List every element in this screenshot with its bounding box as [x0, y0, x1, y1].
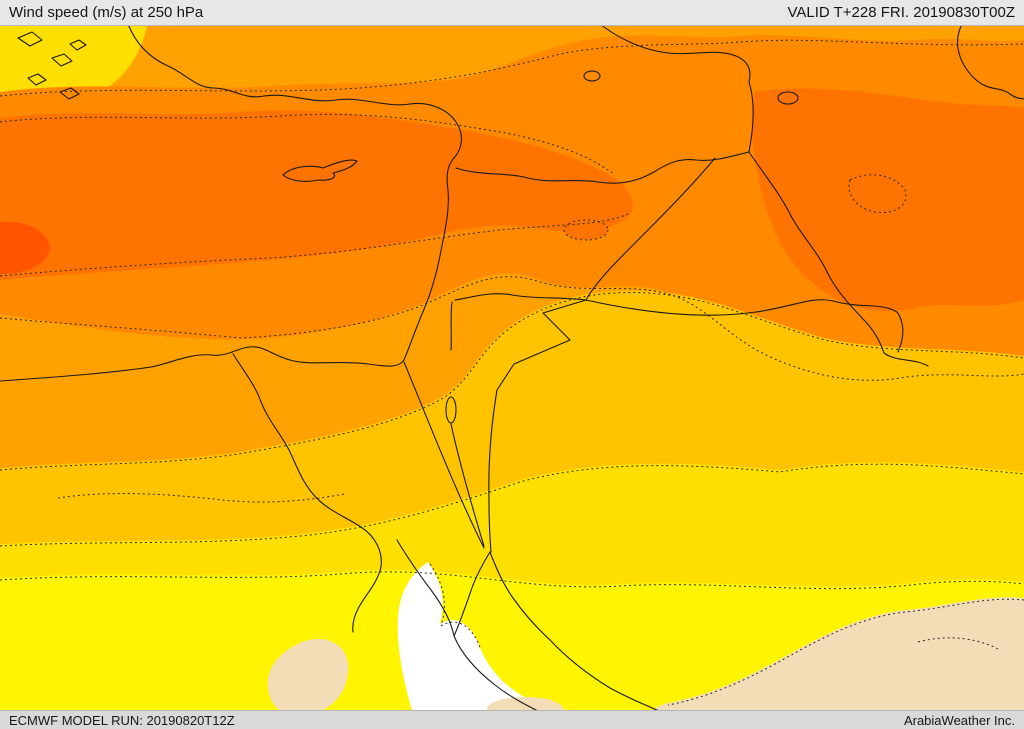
isotach-contour: [917, 637, 1001, 651]
band-deep-orange-syria-spot: [563, 219, 609, 241]
band-red-orange-max: [0, 221, 50, 274]
turkey-east-borders: [599, 23, 754, 153]
isotach-contour: [0, 292, 1024, 471]
aegean-islands: [17, 31, 87, 100]
band-wheat-southwest: [267, 638, 349, 716]
isotach-contours: [0, 39, 1024, 706]
isotach-contour: [0, 463, 1024, 547]
band-deep-orange-core-west: [0, 110, 634, 281]
caspian-coastline: [957, 23, 1024, 100]
isotach-contour: [0, 113, 629, 277]
isotach-contour: [429, 563, 482, 651]
israel-jordan-lines: [403, 301, 485, 549]
turkey-syria-border: [455, 151, 750, 184]
mediterranean-coastline: [0, 23, 462, 382]
band-deep-orange-core-east: [751, 88, 1024, 312]
jordan-saudi-border: [454, 293, 587, 553]
valid-time-label: VALID T+228 FRI. 20190830T00Z: [787, 4, 1016, 21]
lake-van-outline: [777, 91, 799, 105]
top-info-bar: Wind speed (m/s) at 250 hPa VALID T+228 …: [0, 0, 1024, 26]
model-run-label: ECMWF MODEL RUN: 20190820T12Z: [9, 712, 235, 728]
dead-sea-outline: [445, 396, 457, 424]
cyprus-outline: [282, 159, 358, 182]
lake-tuz-outline: [583, 70, 601, 82]
saudi-iraq-border: [585, 299, 904, 353]
nile-river: [232, 353, 382, 633]
band-wheat-southeast: [643, 597, 1024, 729]
map-title: Wind speed (m/s) at 250 hPa: [9, 4, 204, 21]
bottom-info-bar: ECMWF MODEL RUN: 20190820T12Z ArabiaWeat…: [0, 710, 1024, 729]
country-borders: [0, 23, 1024, 729]
isotach-contour: [0, 276, 1024, 381]
isotach-contour: [0, 39, 1024, 97]
sinai-red-sea-coastline: [396, 539, 669, 729]
isotach-contour: [667, 598, 1024, 706]
band-gold-aegean-corner: [0, 22, 148, 110]
band-white-red-sea-min: [397, 562, 640, 729]
iraq-iran-border: [748, 151, 929, 367]
attribution-label: ArabiaWeather Inc.: [903, 712, 1015, 728]
syria-iraq-border: [585, 157, 716, 301]
isotach-contour: [0, 571, 1024, 590]
